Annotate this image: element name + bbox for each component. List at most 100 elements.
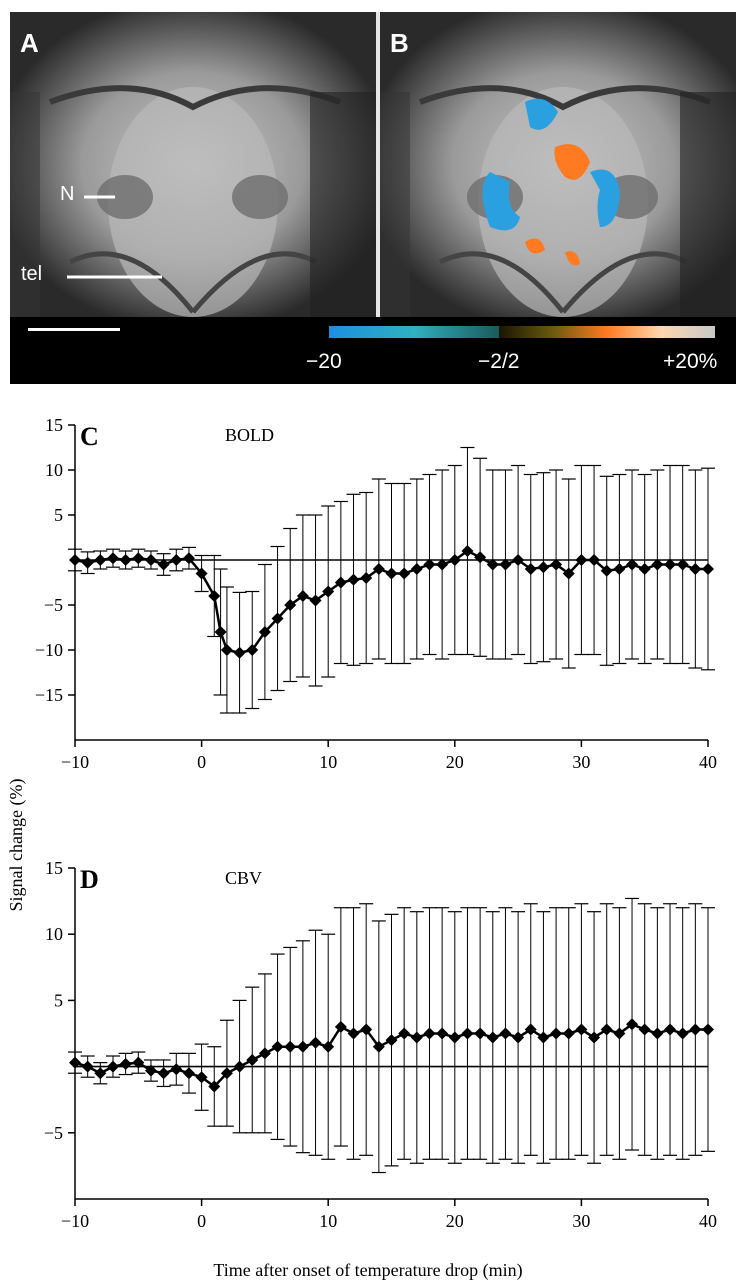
data-point <box>499 558 512 571</box>
data-point <box>702 1023 714 1036</box>
data-point <box>436 558 449 571</box>
data-point <box>182 552 195 565</box>
y-tick-label: −5 <box>44 1123 63 1143</box>
bold-chart: C BOLD −10 0 10 20 30 40 −15 −10 −5 5 10 15 <box>35 415 717 772</box>
data-point <box>638 1023 651 1036</box>
data-point <box>613 563 626 575</box>
data-point <box>626 1018 639 1031</box>
data-point <box>562 567 575 580</box>
data-point <box>372 1040 385 1053</box>
data-point <box>676 1027 689 1040</box>
data-point <box>398 567 411 580</box>
data-point <box>436 1027 449 1040</box>
data-point <box>423 558 436 571</box>
x-tick-label: −10 <box>61 1211 89 1231</box>
data-point <box>334 576 347 589</box>
data-point <box>689 563 702 575</box>
colorbar-strip: −20 −2/2 +20% <box>10 317 736 384</box>
data-point <box>524 563 537 575</box>
data-point <box>195 1071 208 1084</box>
data-point <box>119 554 132 566</box>
colorbar-positive <box>499 326 715 338</box>
data-point <box>537 1031 550 1044</box>
data-point <box>474 1027 487 1040</box>
data-point <box>600 564 613 577</box>
data-point <box>474 551 487 564</box>
bold-positive-region-center <box>554 144 590 180</box>
data-point <box>575 554 588 566</box>
data-point <box>448 1031 461 1044</box>
data-point <box>461 545 474 557</box>
data-point <box>385 567 398 580</box>
data-point <box>233 646 246 659</box>
panel-letter-b: B <box>390 28 409 58</box>
data-point <box>512 554 525 566</box>
data-point <box>81 1060 94 1073</box>
data-point <box>284 599 297 611</box>
data-point <box>676 558 689 571</box>
data-point <box>664 558 677 571</box>
bold-negative-region-left <box>482 172 520 231</box>
data-point <box>106 1060 119 1073</box>
data-point <box>246 1053 259 1066</box>
colorbar-min-label: −20 <box>306 350 342 373</box>
data-point <box>81 556 94 569</box>
x-tick-label: 0 <box>197 1211 206 1231</box>
data-point <box>94 1067 107 1080</box>
data-series <box>68 897 715 1174</box>
data-point <box>372 563 385 575</box>
data-point <box>334 1020 347 1033</box>
data-point <box>94 554 107 566</box>
x-tick-label: 40 <box>699 1211 717 1231</box>
data-point <box>195 567 208 580</box>
data-point <box>106 552 119 565</box>
data-point <box>410 563 423 575</box>
panel-letter-c: C <box>80 422 99 451</box>
panel-letter-d: D <box>80 865 99 894</box>
data-point <box>119 1057 132 1070</box>
scale-bar <box>28 328 120 331</box>
mri-image-b <box>380 12 736 317</box>
x-axis-label: Time after onset of temperature drop (mi… <box>213 1260 523 1280</box>
x-tick-label: 0 <box>197 752 206 772</box>
data-series <box>68 446 715 714</box>
y-axis-label-text: Signal change (%) <box>6 779 27 912</box>
data-point <box>258 626 271 638</box>
bold-positive-region-lower <box>525 238 545 254</box>
data-point <box>524 1023 537 1036</box>
bold-negative-region-right <box>590 169 620 227</box>
data-point <box>385 1034 398 1047</box>
data-point <box>157 558 170 571</box>
panel-letter-a: A <box>20 28 39 58</box>
data-point <box>499 1027 512 1040</box>
data-point <box>575 1023 588 1036</box>
data-point <box>613 1027 626 1040</box>
x-tick-label: 30 <box>572 1211 590 1231</box>
data-point <box>486 1031 499 1044</box>
chart-title: CBV <box>225 868 262 888</box>
data-point <box>588 1031 601 1044</box>
data-point <box>626 558 639 571</box>
mri-panel-b: B <box>380 12 736 317</box>
data-point <box>144 1064 157 1077</box>
data-point <box>689 1023 702 1036</box>
y-tick-label: 15 <box>45 415 63 435</box>
data-point <box>69 554 81 566</box>
data-point <box>296 590 309 602</box>
data-point <box>550 558 563 571</box>
x-tick-label: 30 <box>572 752 590 772</box>
data-point <box>208 590 221 602</box>
data-point <box>600 1023 613 1036</box>
data-point <box>448 554 461 566</box>
nucleus-label: N <box>60 183 75 205</box>
data-point <box>486 558 499 571</box>
x-tick-label: −10 <box>61 752 89 772</box>
series-line <box>74 549 708 654</box>
data-point <box>322 1040 335 1053</box>
data-point <box>410 1031 423 1044</box>
y-axis-label: Signal change (%) <box>6 779 27 912</box>
y-tick-label: −10 <box>35 640 63 660</box>
data-point <box>258 1047 271 1060</box>
x-tick-label: 10 <box>319 1211 337 1231</box>
colorbar-negative <box>329 326 499 338</box>
